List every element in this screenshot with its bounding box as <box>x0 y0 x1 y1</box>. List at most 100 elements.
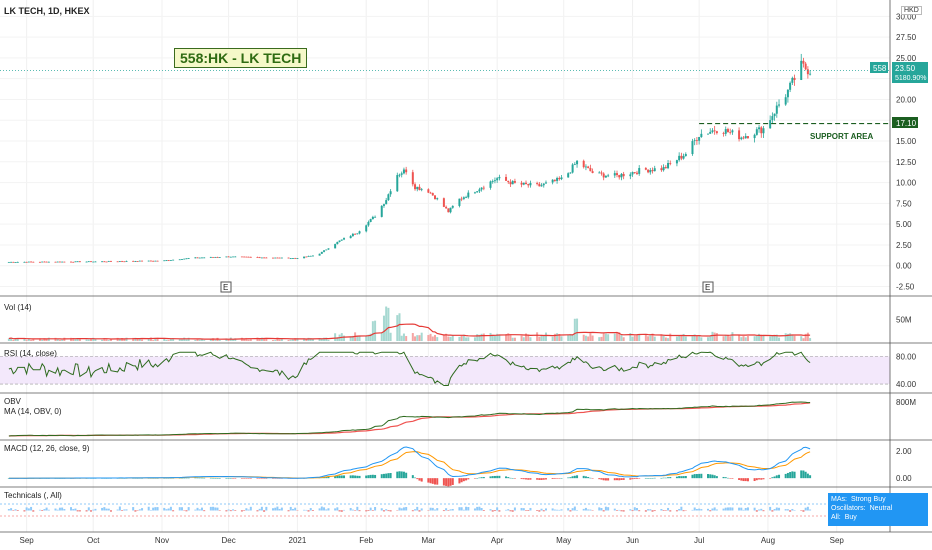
macd-histogram-bar <box>473 478 476 479</box>
tech-bar <box>618 509 621 511</box>
macd-histogram-bar <box>187 477 190 479</box>
grid <box>0 0 890 532</box>
volume-bar <box>194 339 197 341</box>
candle-body <box>498 176 501 179</box>
candle-body <box>744 136 747 139</box>
candle-body <box>27 261 30 263</box>
candle-body <box>622 173 625 177</box>
tech-bar <box>582 508 585 511</box>
candle-body <box>265 257 268 259</box>
volume-bar <box>303 338 306 341</box>
candle-body <box>649 170 652 173</box>
macd-histogram-bar <box>218 478 221 479</box>
volume-bar <box>41 339 44 341</box>
macd-histogram-bar <box>613 478 616 481</box>
candle-body <box>396 175 399 192</box>
tech-bar <box>87 507 90 511</box>
volume-bar <box>232 339 235 341</box>
candle-body <box>473 192 476 194</box>
candle-body <box>10 261 13 263</box>
x-tick-label: Nov <box>155 536 169 545</box>
volume-bar <box>121 338 124 341</box>
candle-body <box>607 175 610 177</box>
volume-bar <box>551 336 554 341</box>
volume-bar <box>280 338 283 341</box>
volume-bar <box>218 340 221 341</box>
candle-body <box>371 216 374 220</box>
macd-histogram-bar <box>225 478 228 479</box>
volume-bar <box>738 334 741 341</box>
candle-body <box>325 249 328 251</box>
candle-body <box>584 166 587 168</box>
technicals-value: Neutral <box>869 505 893 512</box>
macd-histogram-bar <box>775 475 778 479</box>
technicals-row-mas: MAs: Strong Buy <box>831 495 925 504</box>
candle-body <box>451 205 454 208</box>
volume-bar <box>89 339 92 341</box>
rsi-pane[interactable] <box>0 351 890 386</box>
candle-body <box>152 260 155 262</box>
technicals-pane[interactable] <box>0 503 890 517</box>
macd-histogram-bar <box>429 478 432 484</box>
volume-bar <box>589 333 592 341</box>
candle-body <box>169 260 172 261</box>
tech-bar <box>553 509 556 511</box>
tech-bar <box>12 510 15 511</box>
macd-histogram-bar <box>491 476 494 479</box>
candle-body <box>569 172 572 174</box>
candle-body <box>163 260 166 262</box>
macd-histogram-bar <box>465 478 468 481</box>
candle-body <box>509 182 512 185</box>
volume-bar <box>10 337 13 341</box>
macd-pane[interactable] <box>7 446 812 487</box>
volume-bar <box>662 335 665 341</box>
volume-pane[interactable] <box>7 306 812 341</box>
macd-histogram-bar <box>709 474 712 479</box>
volume-bar <box>305 339 308 341</box>
price-pane[interactable] <box>0 53 890 263</box>
candle-body <box>414 184 417 190</box>
obv-pane[interactable] <box>8 401 811 437</box>
candle-body <box>243 256 246 258</box>
tech-bar <box>529 507 532 511</box>
candle-body <box>631 172 634 175</box>
volume-bar <box>467 337 470 341</box>
candle-body <box>442 198 445 207</box>
candle-body <box>105 261 108 263</box>
candle-body <box>602 173 605 178</box>
candle-body <box>400 173 403 175</box>
price-tick-label: 27.50 <box>896 33 917 42</box>
volume-bar <box>54 337 57 341</box>
candle-body <box>101 261 104 263</box>
earnings-marker[interactable]: E <box>702 281 714 293</box>
volume-bar <box>107 340 110 341</box>
candle-body <box>651 170 654 172</box>
tech-bar <box>740 507 743 511</box>
candle-body <box>722 133 725 134</box>
tech-bar <box>778 507 781 511</box>
macd-histogram-bar <box>726 477 729 479</box>
candle-body <box>429 192 432 194</box>
tech-bar <box>431 507 434 511</box>
tech-bar <box>598 507 601 511</box>
tech-bar <box>63 509 66 511</box>
macd-histogram-bar <box>571 476 574 479</box>
volume-bar <box>449 336 452 341</box>
candle-body <box>47 261 50 263</box>
volume-bar <box>556 333 559 341</box>
macd-histogram-bar <box>482 477 485 479</box>
volume-bar <box>527 334 530 341</box>
candle-body <box>85 261 88 263</box>
candle-body <box>70 261 73 263</box>
volume-bar <box>498 334 501 341</box>
volume-bar <box>582 334 585 341</box>
macd-histogram-bar <box>693 474 696 479</box>
last-price-badge <box>892 62 928 83</box>
currency-badge[interactable]: HKD <box>901 6 922 15</box>
macd-histogram-bar <box>602 478 605 481</box>
tech-bar <box>134 510 137 512</box>
earnings-marker[interactable]: E <box>220 281 232 293</box>
candle-body <box>465 197 468 199</box>
candle-body <box>389 191 392 195</box>
tech-bar <box>367 510 370 512</box>
